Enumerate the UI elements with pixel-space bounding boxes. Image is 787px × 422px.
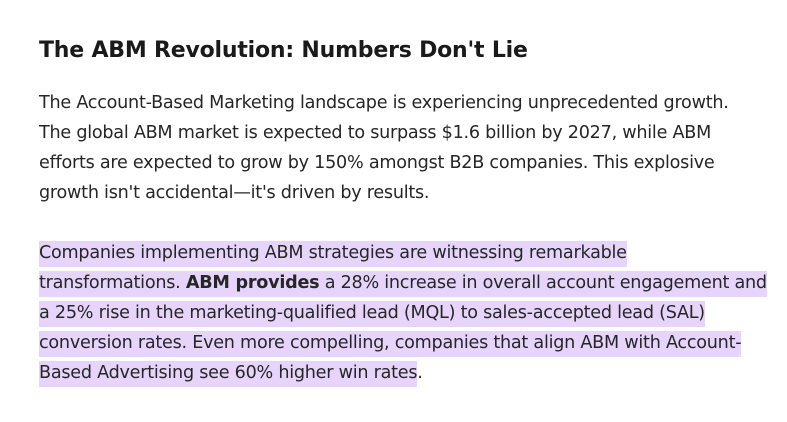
highlight-text: transformations. ABM provides a 28% incr… bbox=[39, 271, 767, 297]
highlighted-paragraph[interactable]: Companies implementing ABM strategies ar… bbox=[39, 238, 779, 388]
highlight-text-pre: transformations. bbox=[39, 273, 186, 293]
intro-line: efforts are expected to grow by 150% amo… bbox=[39, 153, 715, 173]
bold-emphasis: ABM provides bbox=[185, 273, 320, 293]
period-text: . bbox=[417, 363, 423, 383]
highlighted-line: conversion rates. Even more compelling, … bbox=[39, 328, 779, 358]
highlighted-line: transformations. ABM provides a 28% incr… bbox=[39, 268, 779, 298]
highlight-text: Companies implementing ABM strategies ar… bbox=[39, 241, 627, 267]
highlight-text-post: a 28% increase in overall account engage… bbox=[319, 273, 767, 293]
intro-line: The Account-Based Marketing landscape is… bbox=[39, 93, 729, 113]
section-heading: The ABM Revolution: Numbers Don't Lie bbox=[39, 38, 528, 63]
highlighted-line: Companies implementing ABM strategies ar… bbox=[39, 238, 779, 268]
highlighted-line: a 25% rise in the marketing-qualified le… bbox=[39, 298, 779, 328]
highlight-text: conversion rates. Even more compelling, … bbox=[39, 331, 742, 357]
intro-paragraph: The Account-Based Marketing landscape is… bbox=[39, 88, 779, 208]
intro-line: The global ABM market is expected to sur… bbox=[39, 123, 712, 143]
article: The ABM Revolution: Numbers Don't Lie Th… bbox=[39, 36, 779, 388]
highlight-text: a 25% rise in the marketing-qualified le… bbox=[39, 301, 705, 327]
highlighted-line: Based Advertising see 60% higher win rat… bbox=[39, 358, 779, 388]
intro-line: growth isn't accidental—it's driven by r… bbox=[39, 183, 430, 203]
highlight-text: Based Advertising see 60% higher win rat… bbox=[39, 361, 418, 387]
